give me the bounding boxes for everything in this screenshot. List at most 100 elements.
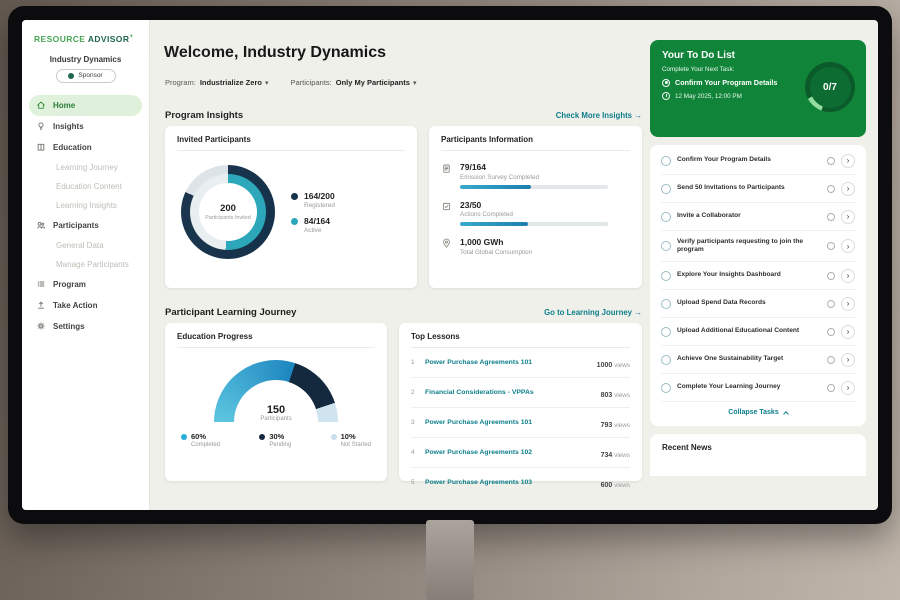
task-row[interactable]: Achieve One Sustainability Target › — [661, 346, 855, 375]
sidebar-item-label: General Data — [56, 240, 104, 250]
org-name: Industry Dynamics — [49, 54, 122, 64]
info-row: 79/164 Emission Survey Completed — [441, 162, 630, 189]
task-checkbox[interactable] — [661, 270, 671, 281]
todo-title: Your To Do List — [662, 50, 735, 61]
task-row[interactable]: Verify participants requesting to join t… — [661, 231, 855, 263]
learning-cards-row: Education Progress 150 Participants 60% … — [165, 323, 642, 489]
task-row[interactable]: Confirm Your Program Details › — [661, 147, 855, 175]
donut-center-label: Participants Invited — [205, 215, 251, 221]
sidebar-item-learning-journey[interactable]: Learning Journey — [22, 158, 149, 177]
task-checkbox[interactable] — [661, 298, 671, 309]
sidebar-item-label: Manage Participants — [56, 259, 129, 269]
chevron-right-icon[interactable]: › — [841, 209, 855, 224]
participants-information-card: Participants Information 79/164 Emission… — [429, 126, 642, 288]
sidebar-item-label: Insights — [53, 121, 84, 131]
participants-select[interactable]: Participants: Only My Participants ▾ — [290, 78, 416, 87]
task-checkbox[interactable] — [661, 354, 671, 365]
info-icon — [827, 299, 835, 308]
donut-center-value: 200 — [220, 203, 236, 214]
arrow-right-icon: → — [634, 308, 642, 317]
map-pin-icon — [443, 238, 450, 248]
gear-icon — [37, 322, 45, 330]
task-checkbox[interactable] — [661, 241, 671, 252]
sidebar-item-label: Participants — [53, 220, 99, 230]
progress-bar — [460, 184, 608, 189]
task-row[interactable]: Explore Your Insights Dashboard › — [661, 262, 855, 291]
gauge-center-value: 150 — [266, 404, 286, 416]
sidebar-item-label: Home — [53, 100, 76, 110]
clock-icon — [662, 92, 670, 100]
sidebar-item-insights[interactable]: Insights — [22, 116, 149, 137]
filter-bar: Program: Industrialize Zero ▾ Participan… — [165, 78, 416, 87]
sidebar-item-education-content[interactable]: Education Content — [22, 177, 149, 196]
task-row[interactable]: Complete Your Learning Journey › — [661, 374, 855, 403]
lesson-row: 2 Financial Considerations - VPPAs 803 vi… — [411, 378, 630, 408]
legend-dot-pending — [259, 433, 266, 440]
sidebar: RESOURCE ADVISOR+ Industry Dynamics Spon… — [22, 20, 150, 510]
chevron-right-icon[interactable]: › — [841, 239, 855, 254]
sidebar-item-take-action[interactable]: Take Action — [22, 295, 149, 316]
legend-dot-completed — [181, 433, 187, 440]
chevron-right-icon[interactable]: › — [841, 296, 855, 311]
sidebar-item-program[interactable]: Program — [22, 274, 149, 295]
sidebar-item-learning-insights[interactable]: Learning Insights — [22, 196, 149, 215]
collapse-tasks-link[interactable]: Collapse Tasks — [661, 402, 855, 424]
chevron-right-icon[interactable]: › — [841, 352, 855, 367]
chevron-right-icon[interactable]: › — [841, 380, 855, 395]
sidebar-item-label: Take Action — [53, 300, 98, 310]
program-label: Program: — [165, 78, 196, 87]
sidebar-item-settings[interactable]: Settings — [22, 316, 149, 337]
card-title: Participants Information — [441, 135, 630, 151]
program-value: Industrialize Zero — [199, 78, 262, 87]
task-checkbox[interactable] — [661, 326, 671, 337]
legend-item: 30% Pending — [259, 432, 291, 448]
logo-primary: RESOURCE — [34, 33, 86, 44]
program-insights-header: Program Insights Check More Insights → — [165, 110, 642, 121]
go-to-learning-journey-link[interactable]: Go to Learning Journey → — [544, 308, 642, 317]
upload-icon — [37, 302, 45, 309]
task-checkbox[interactable] — [661, 211, 671, 222]
donut-legend: 164/200 Registered 84/164 Active — [291, 184, 335, 241]
sidebar-item-manage-participants[interactable]: Manage Participants — [22, 255, 149, 274]
lesson-row: 1 Power Purchase Agreements 101 1000 view… — [411, 348, 630, 378]
sidebar-item-label: Settings — [53, 321, 85, 331]
info-icon — [827, 156, 835, 165]
sponsor-badge: Sponsor — [55, 68, 116, 83]
lesson-link[interactable]: Power Purchase Agreements 101 — [425, 359, 533, 366]
chevron-right-icon[interactable]: › — [841, 153, 855, 168]
sidebar-item-education[interactable]: Education — [22, 137, 149, 158]
sidebar-item-general-data[interactable]: General Data — [22, 236, 149, 255]
task-row[interactable]: Send 50 Invitations to Participants › — [661, 175, 855, 203]
chevron-up-icon — [782, 410, 789, 417]
sidebar-item-home[interactable]: Home — [29, 94, 142, 116]
next-task[interactable]: Confirm Your Program Details — [662, 78, 802, 87]
program-select[interactable]: Program: Industrialize Zero ▾ — [165, 78, 268, 87]
top-lessons-card: Top Lessons 1 Power Purchase Agreements … — [399, 323, 642, 489]
lesson-link[interactable]: Financial Considerations - VPPAs — [425, 389, 534, 396]
section-title: Participant Learning Journey — [165, 307, 297, 318]
chevron-right-icon[interactable]: › — [841, 268, 855, 283]
participants-label: Participants: — [290, 78, 332, 87]
card-title: Top Lessons — [411, 332, 630, 348]
lesson-row: 4 Power Purchase Agreements 102 734 views — [411, 438, 630, 468]
sidebar-item-participants[interactable]: Participants — [22, 215, 149, 236]
education-gauge-chart: 150 Participants — [214, 360, 338, 422]
lesson-link[interactable]: Power Purchase Agreements 101 — [425, 419, 533, 426]
sidebar-item-label: Education Content — [56, 181, 122, 191]
task-checkbox[interactable] — [661, 382, 671, 393]
task-row[interactable]: Invite a Collaborator › — [661, 203, 855, 231]
invited-participants-card: Invited Participants 200 Participants In… — [165, 126, 417, 288]
legend-item: 10% Not Started — [330, 432, 371, 448]
task-row[interactable]: Upload Spend Data Records › — [661, 290, 855, 319]
sidebar-nav: Home Insights Education Learning Journey… — [22, 94, 149, 337]
chevron-right-icon[interactable]: › — [841, 181, 855, 196]
task-row[interactable]: Upload Additional Educational Content › — [661, 318, 855, 347]
task-checkbox[interactable] — [661, 155, 671, 166]
task-checkbox[interactable] — [661, 183, 671, 194]
lesson-link[interactable]: Power Purchase Agreements 103 — [425, 479, 533, 486]
chevron-right-icon[interactable]: › — [841, 324, 855, 339]
check-more-insights-link[interactable]: Check More Insights → — [555, 111, 642, 120]
home-icon — [37, 101, 45, 110]
lesson-link[interactable]: Power Purchase Agreements 102 — [425, 449, 533, 456]
page-title: Welcome, Industry Dynamics — [164, 44, 386, 61]
